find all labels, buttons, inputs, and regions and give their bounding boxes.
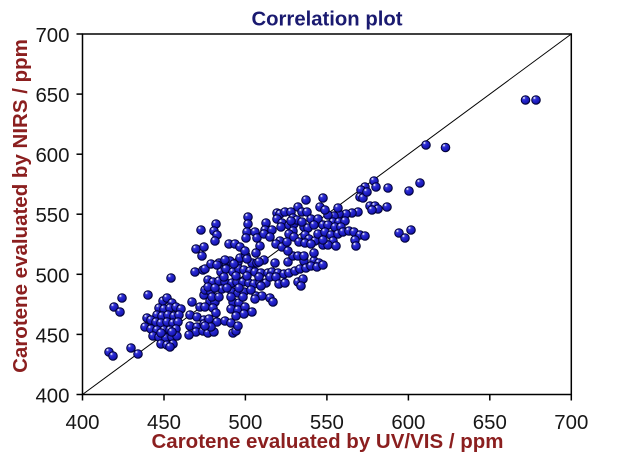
svg-text:400: 400 <box>65 412 99 434</box>
svg-text:400: 400 <box>35 386 69 408</box>
svg-text:550: 550 <box>35 205 69 227</box>
svg-text:550: 550 <box>310 412 344 434</box>
svg-text:500: 500 <box>228 412 262 434</box>
svg-text:Carotene evaluated by NIRS / p: Carotene evaluated by NIRS / ppm <box>9 39 32 373</box>
svg-text:450: 450 <box>147 412 181 434</box>
svg-text:700: 700 <box>554 412 588 434</box>
svg-text:600: 600 <box>35 145 69 167</box>
svg-text:700: 700 <box>35 25 69 47</box>
svg-text:650: 650 <box>473 412 507 434</box>
svg-text:650: 650 <box>35 85 69 107</box>
svg-text:600: 600 <box>391 412 425 434</box>
svg-text:Carotene evaluated by UV/VIS /: Carotene evaluated by UV/VIS / ppm <box>151 430 503 453</box>
svg-text:500: 500 <box>35 265 69 287</box>
svg-text:Correlation plot: Correlation plot <box>252 9 403 31</box>
svg-text:450: 450 <box>35 325 69 347</box>
